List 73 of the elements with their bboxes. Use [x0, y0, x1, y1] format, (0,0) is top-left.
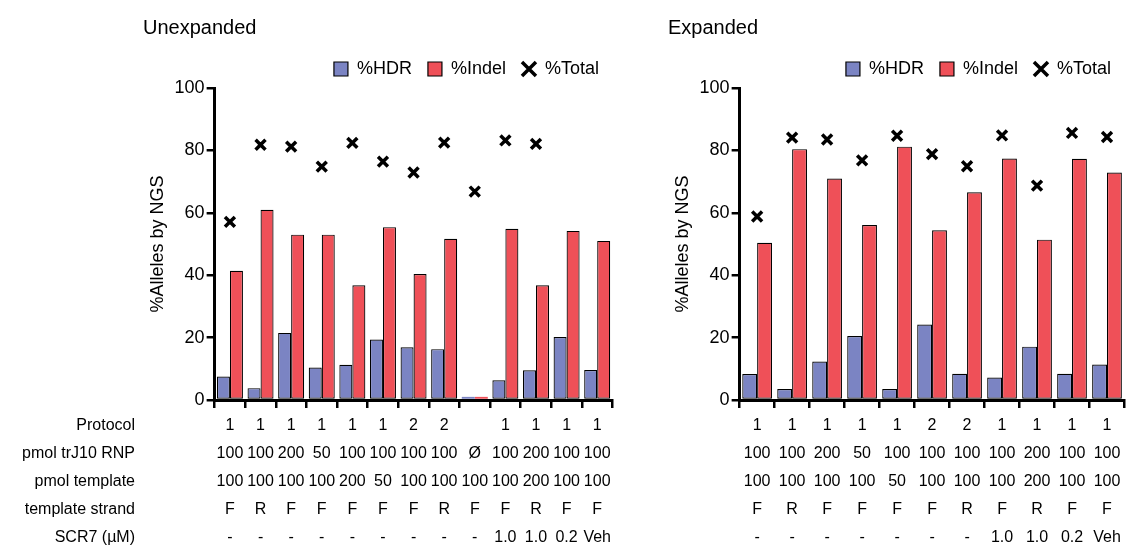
legend-label: %HDR — [868, 57, 924, 78]
chart-title: Unexpanded — [143, 15, 257, 38]
x-tick-label: 1 100 200 F - — [339, 416, 366, 546]
y-tick-label: 20 — [184, 326, 205, 347]
point — [437, 135, 451, 150]
point — [855, 153, 869, 168]
point — [529, 137, 543, 151]
y-tick-label: 40 — [709, 264, 730, 285]
legend-label: %Indel — [962, 57, 1018, 78]
y-tick-label: 60 — [709, 201, 730, 222]
x-tick-label: 1 100 100 F 0.2 — [1058, 416, 1086, 546]
x-tick-label: 1 50 100 F - — [308, 416, 336, 546]
point — [406, 165, 421, 180]
point — [785, 130, 799, 145]
point — [925, 147, 939, 161]
x-tick-label: 1 100 100 R - — [247, 416, 274, 546]
x-tick-label: 1 200 100 F - — [277, 416, 305, 546]
point — [820, 132, 834, 147]
x-tick-label: 1 100 100 F Veh — [583, 416, 611, 546]
point — [284, 139, 298, 154]
x-tick-label: 1 100 50 F - — [369, 416, 397, 546]
y-tick-label: 0 — [194, 388, 205, 409]
point — [1065, 126, 1079, 140]
y-tick-label: 80 — [184, 139, 205, 160]
point — [1030, 178, 1044, 193]
x-tick-label: 2 100 100 F - — [918, 416, 946, 546]
point — [223, 215, 237, 229]
text: Protocol — [76, 416, 135, 434]
x-tick-label: 1 50 100 F - — [848, 416, 876, 546]
point — [253, 138, 268, 152]
x-tick-label: 1 200 200 R 1.0 — [1023, 416, 1051, 546]
point — [468, 184, 482, 199]
x-tick-label: 2 100 100 R - — [953, 416, 981, 546]
point — [498, 133, 513, 148]
point — [315, 159, 329, 174]
point — [345, 136, 360, 150]
y-axis-title: %Alleles by NGS — [671, 175, 692, 313]
text: pmol template — [34, 472, 136, 490]
x-tick-label: 1 100 100 F 1.0 — [492, 416, 519, 546]
y-tick-label: 20 — [709, 326, 730, 347]
y-axis-title: %Alleles by NGS — [146, 175, 167, 313]
x-tick-label: 1 100 100 F 1.0 — [988, 416, 1016, 546]
y-tick-label: 60 — [184, 201, 205, 222]
legend-label: %Total — [1056, 57, 1111, 78]
legend-label: %HDR — [356, 57, 412, 78]
y-tick-label: 100 — [699, 76, 730, 97]
chart-title: Expanded — [668, 15, 759, 38]
x-tick-label: 1 100 100 F - — [216, 416, 244, 546]
y-tick-label: 100 — [174, 76, 205, 97]
y-tick-label: 40 — [184, 264, 205, 285]
text: SCR7 (µM) — [54, 528, 135, 546]
point — [750, 209, 764, 224]
point — [995, 128, 1009, 143]
x-tick-label: 1 200 200 R 1.0 — [522, 416, 550, 546]
point — [1100, 130, 1114, 144]
legend-label: %Indel — [450, 57, 506, 78]
legend-label: %Total — [544, 57, 599, 78]
x-tick-label: 2 100 100 R - — [430, 416, 458, 546]
x-tick-label: 2 100 100 F - — [400, 416, 428, 546]
x-tick-label: 1 100 100 R - — [778, 416, 806, 546]
point — [890, 129, 904, 143]
point — [960, 159, 974, 174]
x-tick-label: 1 100 50 F - — [883, 416, 911, 546]
x-tick-label: 1 100 100 F Veh — [1093, 416, 1121, 546]
x-tick-label: Ø 100 F - — [461, 444, 489, 546]
text: pmol trJ10 RNP — [22, 444, 135, 462]
point — [376, 154, 390, 169]
y-tick-label: 80 — [709, 139, 730, 160]
x-tick-label: 1 200 100 F - — [813, 416, 841, 546]
x-tick-label: 1 100 100 F 0.2 — [553, 416, 581, 546]
x-tick-label: 1 100 100 F - — [743, 416, 771, 546]
y-tick-label: 0 — [719, 388, 730, 409]
text: template strand — [24, 500, 135, 518]
